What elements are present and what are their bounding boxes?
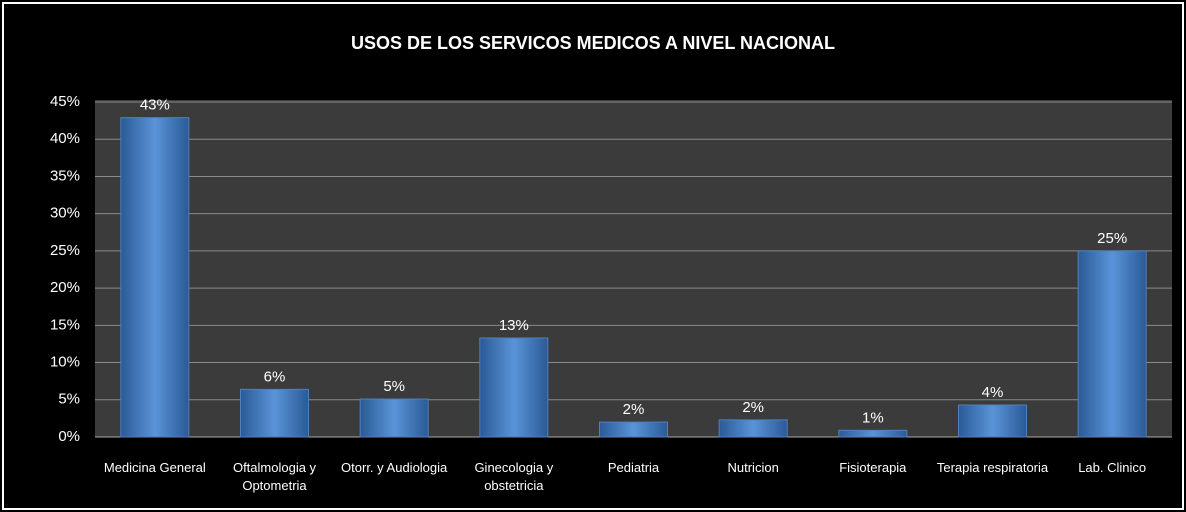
x-tick-label: Ginecologia y obstetricia [474, 460, 554, 493]
bar [718, 419, 788, 438]
y-tick-label: 20% [50, 279, 80, 296]
x-tick-label: Pediatria [607, 460, 660, 475]
x-tick-label: Lab. Clinico [1078, 460, 1147, 475]
data-label: 1% [862, 409, 884, 426]
x-tick-label: Nutricion [727, 460, 779, 475]
y-tick-label: 45% [50, 93, 80, 110]
data-label: 5% [383, 378, 405, 395]
bar [240, 388, 309, 438]
bar [958, 404, 1027, 438]
bar [1077, 250, 1147, 438]
data-label: 25% [1097, 230, 1127, 247]
data-label: 2% [623, 401, 645, 418]
x-tick-label: Fisioterapia [839, 460, 907, 475]
bar [359, 398, 429, 438]
x-tick-label: Otorr. y Audiologia [341, 460, 448, 475]
y-tick-label: 35% [50, 167, 80, 184]
bar [838, 429, 908, 438]
data-label: 6% [264, 368, 286, 385]
data-label: 4% [982, 384, 1004, 401]
y-tick-label: 0% [58, 428, 80, 445]
bar [120, 117, 190, 438]
y-tick-label: 15% [50, 316, 80, 333]
x-tick-label: Terapia respiratoria [936, 460, 1049, 475]
bar [599, 421, 668, 438]
y-tick-label: 25% [50, 242, 80, 259]
chart-title: USOS DE LOS SERVICOS MEDICOS A NIVEL NAC… [351, 33, 835, 53]
y-tick-label: 10% [50, 354, 80, 371]
plot-area [95, 100, 1172, 437]
y-tick-label: 40% [50, 130, 80, 147]
data-label: 2% [742, 399, 764, 416]
y-tick-label: 5% [58, 391, 80, 408]
data-label: 43% [140, 97, 170, 114]
x-tick-label: Medicina General [103, 460, 206, 475]
x-tick-label: Oftalmologia y Optometria [232, 460, 317, 493]
data-label: 13% [499, 317, 529, 334]
y-tick-label: 30% [50, 205, 80, 222]
bar [479, 337, 549, 438]
